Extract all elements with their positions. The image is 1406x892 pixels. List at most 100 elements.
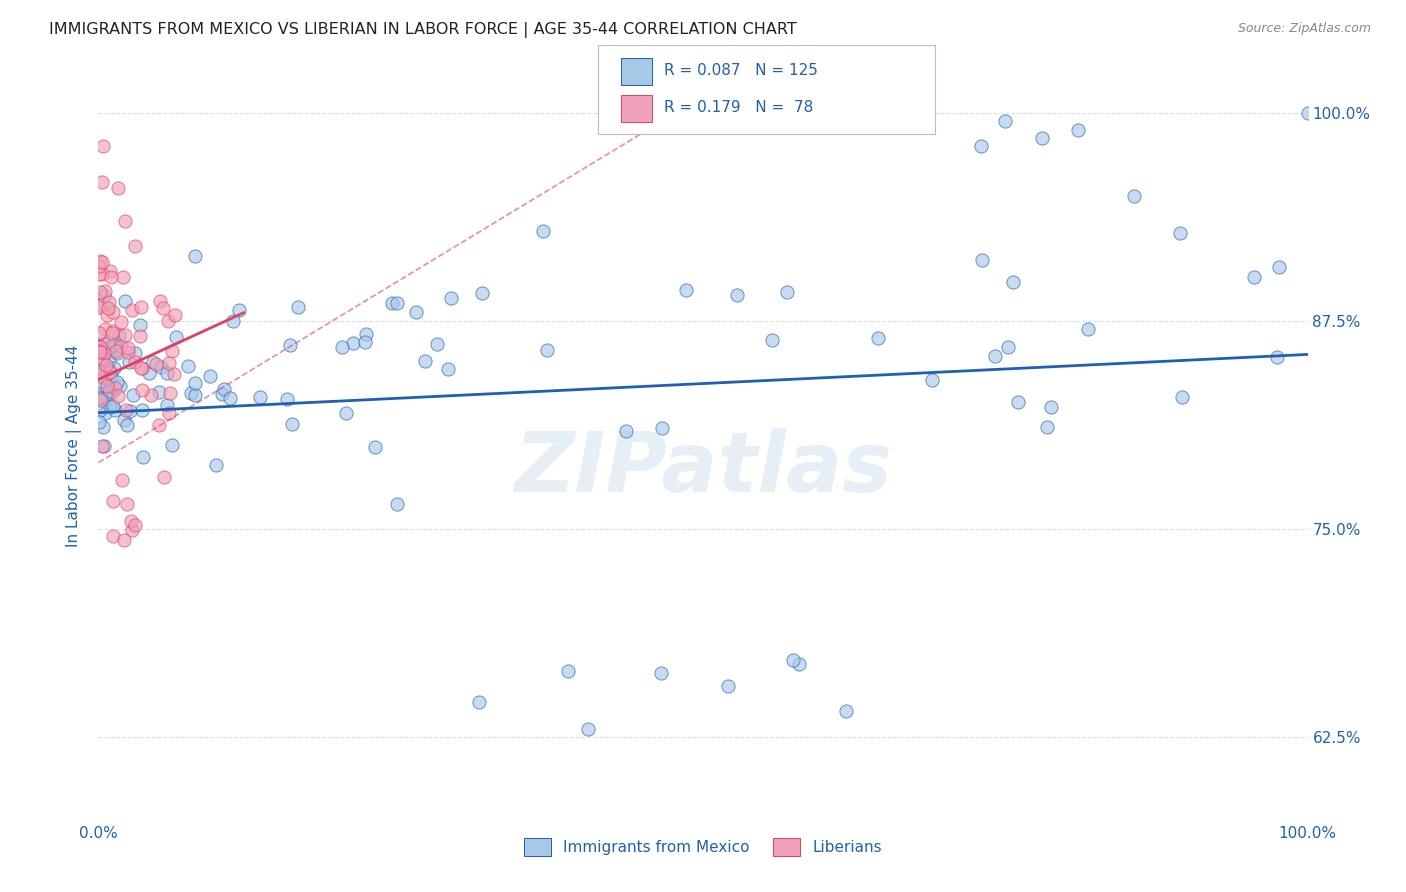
Point — [131, 361, 153, 376]
Point — [152, 301, 174, 316]
Point — [93, 345, 115, 359]
Text: IMMIGRANTS FROM MEXICO VS LIBERIAN IN LABOR FORCE | AGE 35-44 CORRELATION CHART: IMMIGRANTS FROM MEXICO VS LIBERIAN IN LA… — [49, 22, 797, 38]
Point — [124, 355, 146, 369]
Point — [96, 391, 118, 405]
Point — [156, 313, 179, 327]
Point — [103, 360, 125, 375]
Point — [121, 523, 143, 537]
Point — [114, 328, 136, 343]
Text: Source: ZipAtlas.com: Source: ZipAtlas.com — [1237, 22, 1371, 36]
Point — [114, 214, 136, 228]
Point — [96, 308, 118, 322]
Point — [997, 340, 1019, 354]
Point — [112, 413, 135, 427]
Point — [1077, 322, 1099, 336]
Point — [91, 420, 114, 434]
Point — [100, 269, 122, 284]
Point — [184, 248, 207, 262]
Point — [387, 497, 409, 511]
Point — [98, 263, 121, 277]
Point — [101, 529, 124, 543]
Point — [91, 139, 114, 153]
Point — [131, 384, 153, 398]
Point — [1001, 275, 1024, 289]
Point — [156, 398, 179, 412]
Point — [1268, 260, 1291, 275]
Point — [222, 314, 245, 328]
Point — [200, 369, 222, 384]
Point — [94, 394, 117, 409]
Point — [120, 515, 142, 529]
Point — [105, 375, 128, 389]
Point — [761, 333, 783, 347]
Point — [536, 343, 558, 357]
Point — [112, 533, 135, 547]
Point — [440, 291, 463, 305]
Point — [108, 378, 131, 392]
Point — [1296, 106, 1319, 120]
Point — [121, 303, 143, 318]
Point — [89, 340, 111, 354]
Point — [335, 406, 357, 420]
Point — [89, 267, 111, 281]
Point — [1168, 226, 1191, 240]
Point — [131, 403, 153, 417]
Point — [101, 325, 124, 339]
Point — [98, 384, 121, 399]
Point — [89, 339, 111, 353]
Point — [89, 391, 111, 405]
Point — [129, 361, 152, 376]
Point — [87, 344, 110, 359]
Point — [90, 388, 112, 402]
Point — [117, 417, 139, 432]
Point — [97, 354, 120, 368]
Point — [141, 355, 163, 369]
Point — [93, 343, 115, 358]
Point — [160, 438, 183, 452]
Point — [105, 342, 128, 356]
Point — [91, 369, 114, 384]
Point — [354, 327, 377, 342]
Point — [90, 439, 112, 453]
Point — [89, 340, 111, 354]
Point — [89, 391, 111, 405]
Point — [834, 704, 856, 718]
Point — [124, 517, 146, 532]
Point — [97, 341, 120, 355]
Point — [385, 296, 408, 310]
Legend: Immigrants from Mexico, Liberians: Immigrants from Mexico, Liberians — [517, 832, 889, 862]
Point — [159, 356, 181, 370]
Point — [90, 363, 112, 377]
Point — [91, 351, 114, 366]
Text: R = 0.179   N =  78: R = 0.179 N = 78 — [664, 100, 813, 115]
Point — [89, 285, 111, 299]
Point — [276, 392, 298, 406]
Point — [93, 337, 115, 351]
Point — [94, 322, 117, 336]
Point — [87, 379, 110, 393]
Point — [87, 300, 110, 314]
Point — [94, 285, 117, 299]
Point — [249, 390, 271, 404]
Point — [533, 224, 555, 238]
Point — [91, 175, 114, 189]
Point — [107, 181, 129, 195]
Point — [124, 239, 146, 253]
Point — [129, 329, 152, 343]
Point — [994, 114, 1017, 128]
Point — [98, 365, 121, 379]
Point — [576, 722, 599, 736]
Point — [105, 344, 128, 359]
Point — [90, 267, 112, 281]
Point — [96, 379, 118, 393]
Point — [111, 473, 134, 487]
Point — [211, 386, 233, 401]
Point — [1243, 269, 1265, 284]
Point — [163, 367, 186, 381]
Point — [97, 362, 120, 376]
Point — [132, 450, 155, 465]
Point — [437, 362, 460, 376]
Point — [205, 458, 228, 472]
Point — [717, 679, 740, 693]
Point — [149, 293, 172, 308]
